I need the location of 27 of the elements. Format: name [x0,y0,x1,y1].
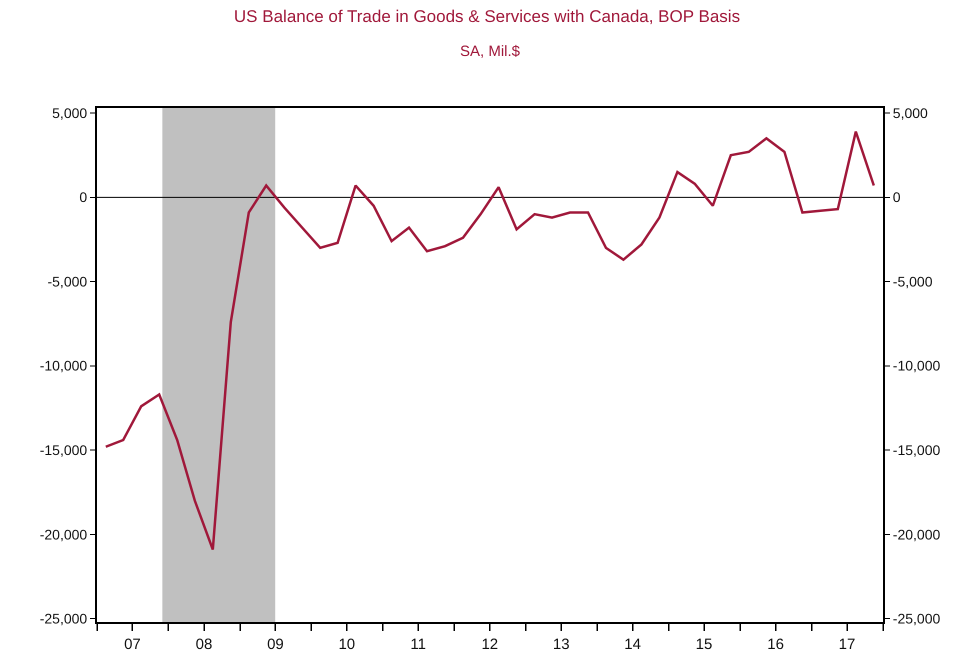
y-tick-label: -20,000 [40,526,88,542]
x-tick-label: 12 [481,636,498,653]
y2-tick-label: 5,000 [892,104,928,121]
y-tick-label: 5,000 [52,104,88,121]
x-tick-label: 17 [838,636,856,653]
y-tick-label: 0 [79,189,88,206]
y-tick-label: -5,000 [47,273,88,290]
y2-tick-label: -20,000 [892,526,940,542]
y2-tick-label: -25,000 [892,610,940,627]
x-tick-label: 10 [338,636,356,653]
x-tick-label: 14 [624,636,641,653]
x-tick-label: 07 [124,636,141,653]
x-tick-label: 13 [552,636,570,653]
x-tick-label: 08 [196,636,212,653]
y2-tick-label: -10,000 [892,358,940,374]
x-tick-label: 11 [410,636,426,653]
chart-subtitle: SA, Mil.$ [460,43,521,60]
y-tick-label: -15,000 [40,442,88,458]
y-tick-label: -10,000 [40,358,88,374]
y2-tick-label: 0 [892,189,901,206]
x-tick-label: 15 [696,636,712,653]
y2-tick-label: -15,000 [892,442,940,458]
y2-tick-label: -5,000 [892,273,933,290]
x-tick-label: 16 [767,636,784,653]
x-tick-label: 09 [267,636,284,653]
y-tick-label: -25,000 [40,610,88,627]
chart-title: US Balance of Trade in Goods & Services with Canada, BOP Basis [234,6,740,26]
